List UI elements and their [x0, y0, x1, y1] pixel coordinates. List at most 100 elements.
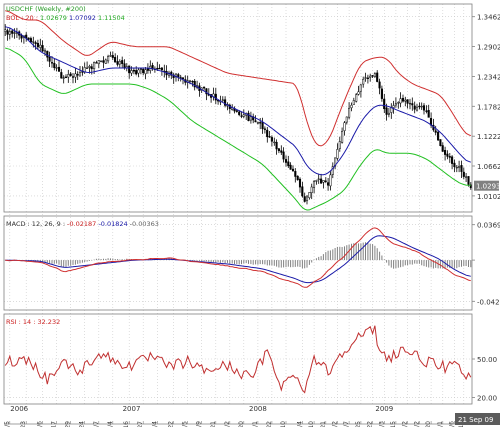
x-tick-label: 8/25 [355, 421, 362, 427]
price-candle [62, 77, 65, 79]
x-tick-label: 9/22 [367, 421, 374, 427]
price-candle [53, 62, 56, 68]
price-candle [324, 180, 327, 182]
price-candle [15, 32, 18, 34]
price-candle [362, 79, 365, 85]
price-y-tick-label: 1.0102 [477, 193, 500, 201]
price-candle [427, 110, 430, 118]
price-candle [13, 32, 16, 34]
price-candle [320, 178, 323, 184]
price-candle [188, 80, 192, 82]
price-candle [93, 62, 96, 69]
price-candle [71, 76, 75, 78]
price-candle [259, 122, 262, 124]
price-candle [111, 55, 114, 58]
price-candle [284, 159, 288, 163]
price-candle [32, 41, 35, 43]
price-candle [404, 99, 407, 102]
price-y-tick-label: 1.1222 [477, 133, 500, 141]
last-price-label: 1.0293 [476, 183, 500, 191]
price-candle [352, 100, 355, 105]
price-candle [50, 62, 54, 64]
price-candle [90, 66, 93, 70]
label-layer: 1.3462 1.2902 1.2342 1.1782 1.1222 1.0662 1.01… [4, 5, 500, 431]
price-candle [74, 73, 77, 78]
price-candle [298, 178, 302, 188]
macd-label: MACD : 12, 26, 9 : -0.02187 -0.01824 -0.… [6, 220, 159, 228]
price-candle [235, 110, 238, 112]
x-tick-label: 7/24 [79, 421, 86, 427]
price-candle [193, 80, 196, 88]
price-candle [387, 112, 390, 115]
price-candle [399, 98, 402, 104]
price-candle [144, 69, 147, 75]
price-candle [69, 73, 72, 76]
price-candle [446, 153, 449, 157]
year-label: 2009 [375, 405, 393, 413]
price-candle [378, 81, 381, 89]
price-candle [345, 116, 348, 123]
year-label: 2007 [123, 405, 141, 413]
price-candle [305, 196, 309, 202]
macd-y-tick-label: 0.03698 [477, 222, 500, 230]
price-candle [137, 69, 140, 74]
price-candle [282, 151, 285, 160]
price-candle [462, 171, 465, 177]
price-candle [434, 130, 437, 133]
x-tick-label: 7/7 [343, 421, 350, 427]
macd-panel-frame [3, 215, 473, 311]
price-candle [327, 182, 330, 186]
price-candle [34, 42, 37, 44]
price-candle [392, 105, 395, 108]
price-candle [76, 74, 79, 76]
price-candle [123, 63, 126, 68]
x-tick-label: 8/20 [238, 421, 245, 427]
price-candle [401, 97, 405, 102]
x-tick-label: 4/20 [425, 421, 432, 427]
price-candle [465, 176, 468, 178]
price-candle [46, 50, 49, 58]
price-candle [301, 186, 304, 197]
bollinger-label-part: BOL : 20 : [6, 14, 40, 22]
price-candle [413, 105, 416, 110]
price-candle [273, 141, 276, 144]
price-candle [266, 129, 269, 138]
price-candle [224, 99, 227, 106]
price-candle [418, 105, 421, 108]
price-candle [109, 55, 112, 57]
price-candle [104, 59, 107, 64]
price-candle [6, 30, 9, 35]
price-candle [256, 122, 259, 124]
x-tick-label: 10/16 [123, 421, 130, 427]
price-candle [142, 68, 145, 74]
price-candle [60, 72, 63, 79]
price-candle [437, 131, 440, 141]
price-candle [261, 122, 264, 130]
price-candle [336, 149, 339, 159]
bollinger-label-part: 1.02679 [40, 14, 67, 22]
instrument-label: USDCHF (Weekly, #200) [6, 5, 86, 13]
x-tick-label: 6/1 [437, 421, 444, 427]
price-candle [350, 104, 353, 109]
price-y-tick-label: 1.2902 [477, 44, 500, 52]
price-candle [280, 150, 283, 153]
x-tick-label: 3/2 [413, 421, 420, 427]
bollinger-label-part: 1.11504 [98, 14, 125, 22]
macd-line [5, 227, 471, 288]
price-candle [296, 175, 299, 181]
last-date-tag [455, 413, 500, 425]
price-candle [67, 74, 70, 78]
price-candle [135, 70, 138, 75]
price-candle [291, 168, 295, 172]
price-candle [312, 181, 316, 188]
price-candle [36, 42, 39, 48]
macd-label-prefix: MACD : 12, 26, 9 : [6, 220, 67, 228]
price-candle [397, 102, 400, 104]
year-label: 2008 [249, 405, 267, 413]
x-tick-label: 3/10 [308, 421, 315, 427]
price-candle [439, 139, 442, 146]
x-tick-label: 4/17 [51, 421, 58, 427]
price-candle [355, 94, 358, 102]
x-tick-label: 7/6 [448, 421, 455, 427]
x-tick-label: 7/2 [224, 421, 231, 427]
